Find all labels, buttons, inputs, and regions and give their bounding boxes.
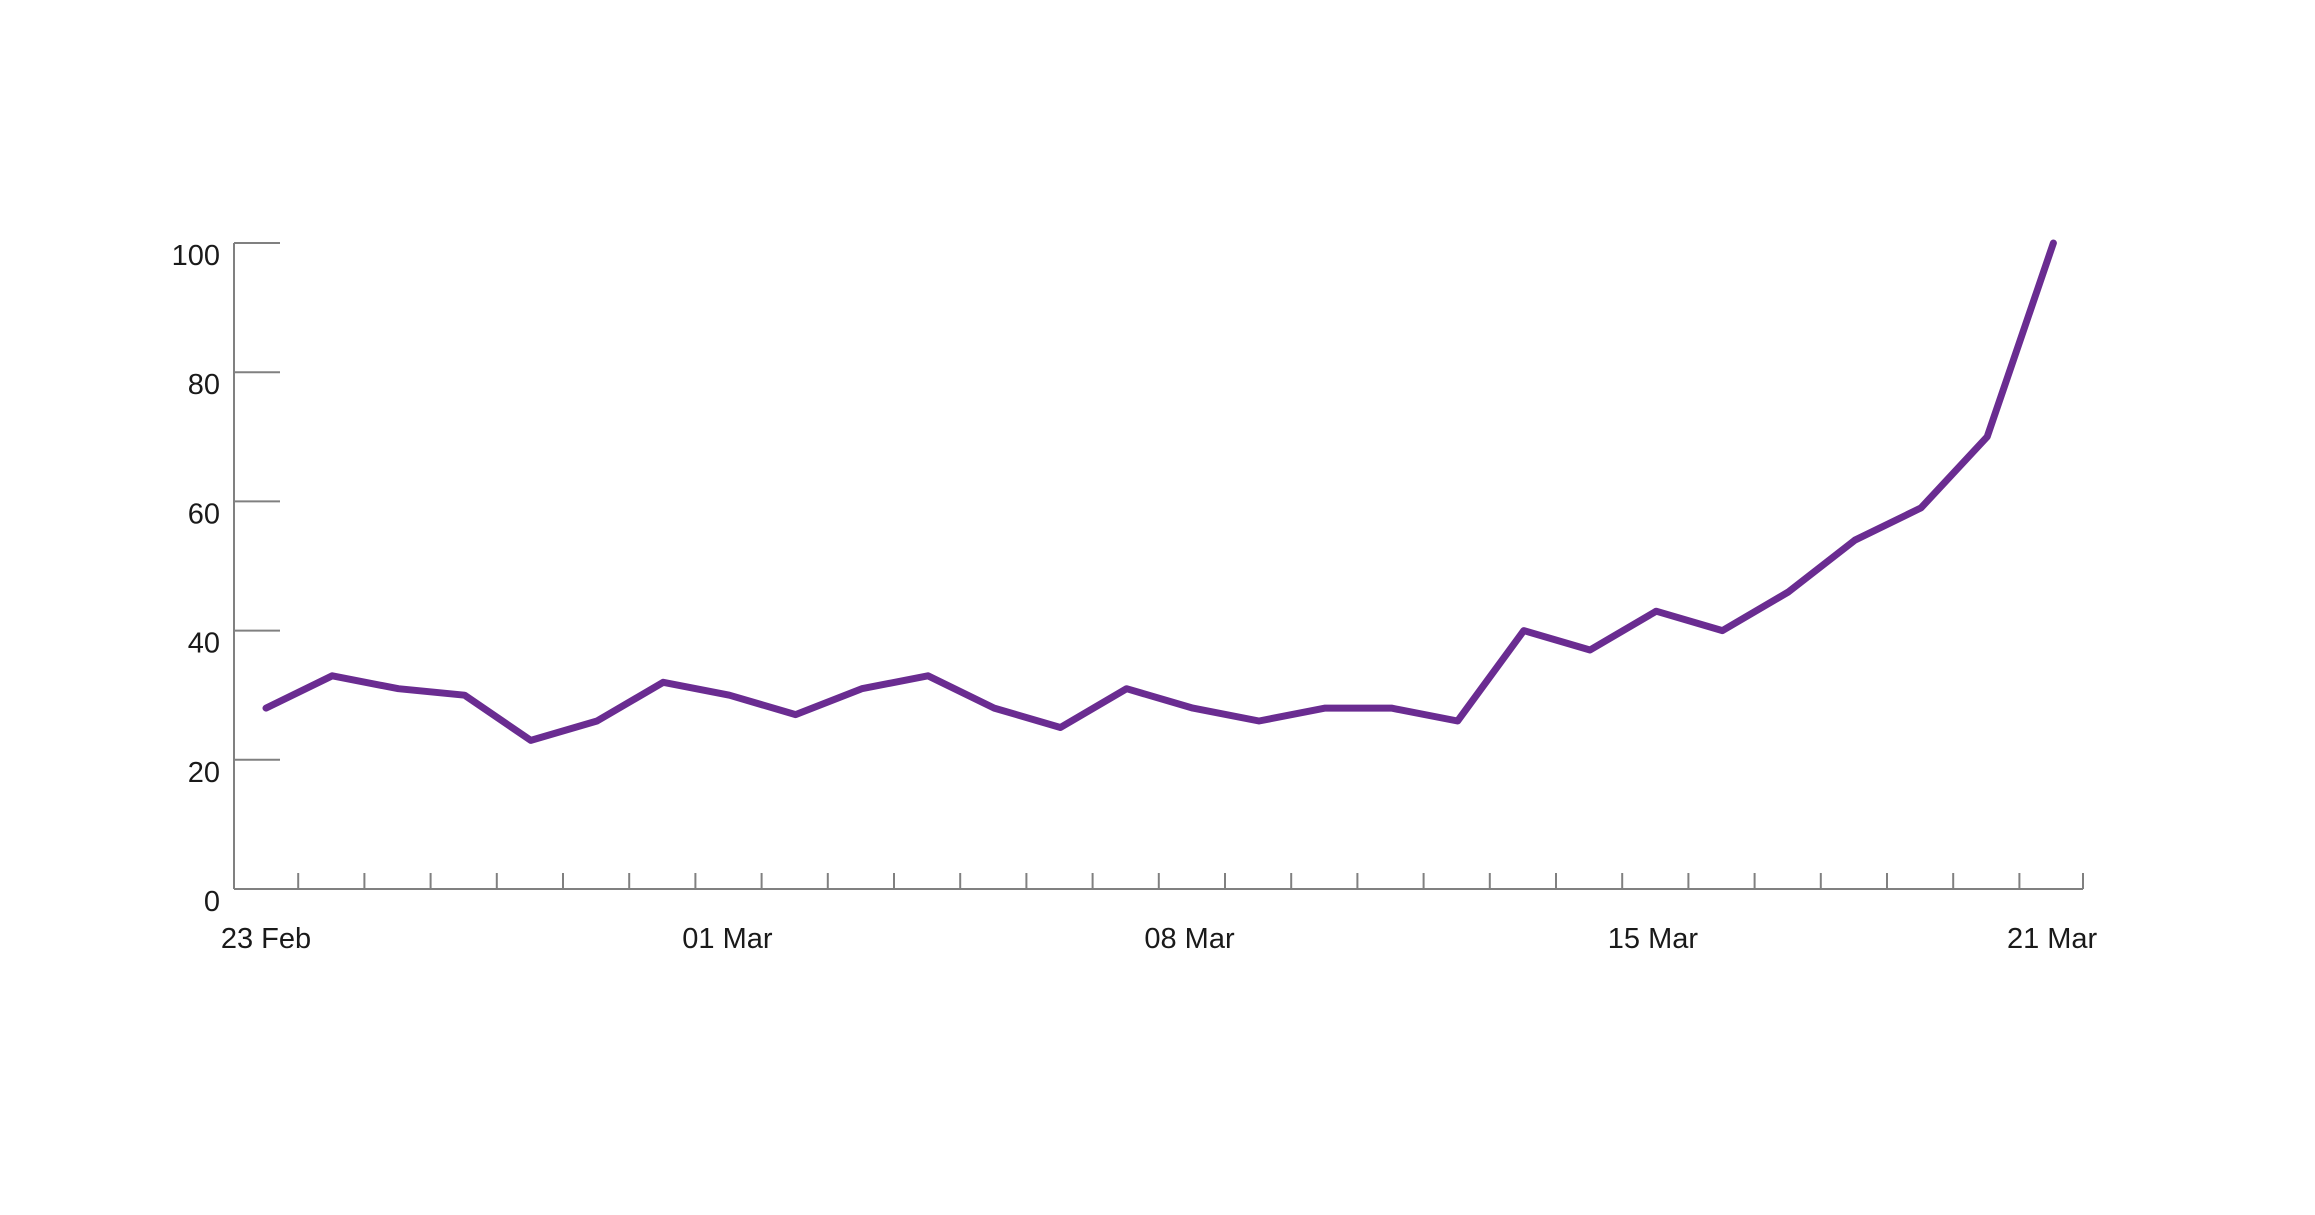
x-tick-label: 15 Mar: [1608, 923, 1699, 955]
y-tick-label: 80: [188, 369, 220, 401]
y-tick-label: 0: [204, 886, 220, 918]
y-tick-label: 60: [188, 498, 220, 530]
y-tick-label: 40: [188, 628, 220, 660]
x-tick-label: 08 Mar: [1144, 923, 1235, 955]
y-tick-label: 20: [188, 757, 220, 789]
series-layer: [266, 243, 2053, 740]
x-tick-label: 23 Feb: [221, 923, 311, 955]
axes: [234, 243, 2083, 889]
axis-labels: 0 20 40 60 80 100 23 Feb 01 Mar 08 Mar 15 Mar 21 M…: [172, 240, 2098, 955]
series-line: [266, 243, 2053, 740]
axis-ticks: [234, 243, 2083, 889]
x-tick-label: 21 Mar: [2007, 923, 2098, 955]
x-tick-label: 01 Mar: [682, 923, 773, 955]
y-tick-label: 100: [172, 240, 220, 272]
